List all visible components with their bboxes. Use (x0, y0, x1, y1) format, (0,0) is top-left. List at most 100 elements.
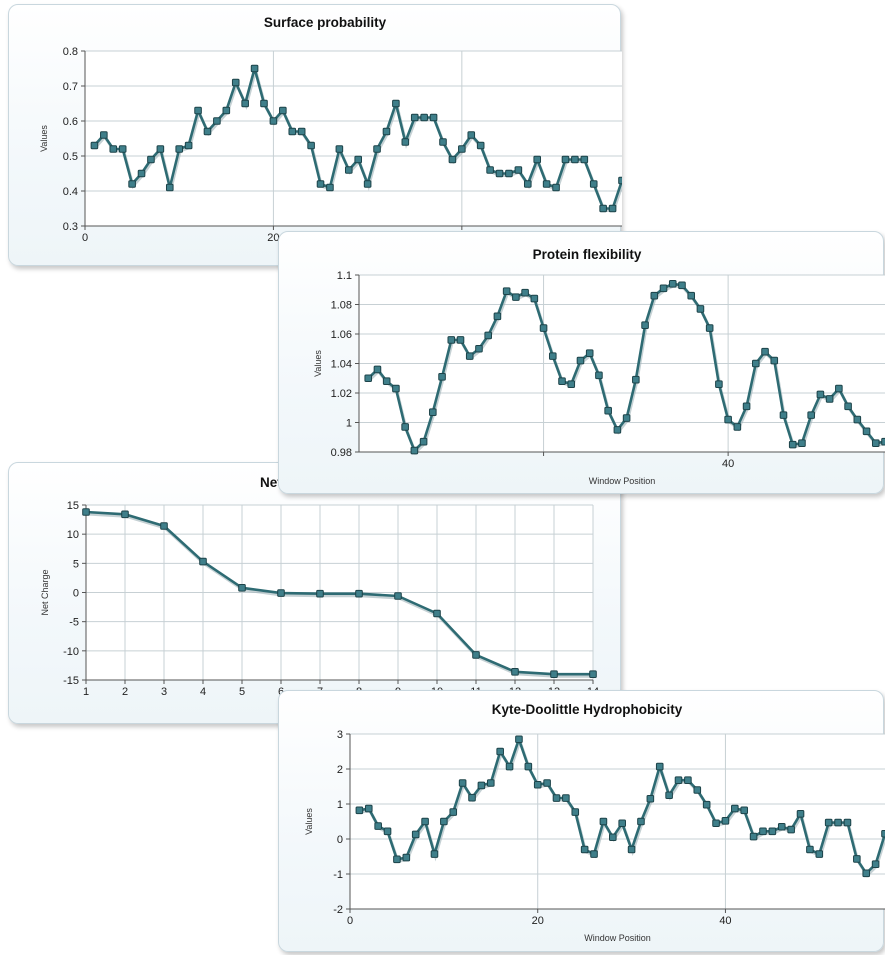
data-point (552, 794, 561, 802)
y-tick-label: 1 (346, 418, 352, 430)
data-point (495, 169, 504, 178)
y-tick-label: 0.6 (63, 116, 78, 128)
data-point (165, 183, 174, 192)
data-point (580, 155, 589, 164)
data-point (608, 204, 617, 213)
data-point (476, 141, 485, 150)
y-tick-label: 1.04 (331, 359, 352, 371)
y-tick-label: -1 (333, 869, 343, 881)
y-axis-label: Values (304, 808, 314, 835)
data-point (447, 336, 456, 344)
data-point (871, 860, 880, 868)
data-point (590, 850, 598, 858)
data-point (199, 557, 207, 566)
data-point (798, 439, 806, 447)
x-tick-label: 40 (722, 458, 734, 470)
data-point (684, 776, 692, 785)
x-tick-label: 40 (719, 915, 731, 927)
y-tick-label: 15 (67, 500, 79, 512)
data-point (269, 117, 278, 125)
data-point (475, 344, 483, 353)
data-point (659, 284, 668, 293)
data-point (550, 670, 558, 678)
data-point (184, 141, 193, 150)
data-point (742, 402, 751, 411)
data-point (203, 127, 212, 136)
data-point (147, 155, 155, 164)
data-point (749, 832, 758, 841)
data-point (401, 423, 409, 431)
data-point (881, 437, 885, 446)
data-point (627, 845, 636, 854)
chart-card-surface: 0.30.40.50.60.70.802040Surface probabili… (8, 4, 622, 266)
x-tick-label: 5 (239, 686, 245, 698)
data-point (374, 822, 382, 830)
data-point (881, 829, 885, 838)
hydrophobicity-chart: -2 -1 0 1 2 3 0 20 40 Kyte-Doolittle Hydrophobici… (304, 702, 885, 943)
y-tick-label: 0 (337, 834, 343, 846)
data-point (382, 127, 391, 136)
data-point (260, 99, 268, 108)
data-point (552, 183, 560, 192)
data-point (394, 592, 402, 600)
plot-area (85, 51, 622, 226)
data-point (835, 384, 843, 393)
y-tick-label: 2 (337, 764, 343, 776)
y-tick-label: 10 (67, 529, 79, 541)
y-tick-label: 0.5 (63, 151, 78, 163)
data-point (770, 356, 779, 365)
data-point (393, 855, 401, 864)
data-point (502, 287, 511, 296)
data-point (567, 380, 576, 388)
data-point (344, 166, 353, 174)
data-point (618, 819, 626, 828)
data-point (721, 817, 730, 825)
data-point (156, 145, 165, 153)
y-tick-label: 0.8 (63, 46, 78, 58)
data-point (759, 827, 767, 836)
data-point (449, 808, 458, 816)
data-point (121, 510, 129, 519)
data-point (486, 166, 494, 174)
data-point (486, 779, 495, 787)
data-point (438, 372, 446, 381)
data-point (655, 762, 664, 771)
data-point (796, 810, 805, 818)
y-tick-label: 0.4 (63, 186, 78, 198)
data-point (779, 411, 788, 419)
data-point (118, 145, 127, 153)
data-point (585, 349, 594, 357)
data-point (693, 786, 702, 794)
data-point (562, 794, 570, 802)
data-point (558, 377, 566, 385)
data-point (715, 380, 723, 388)
data-point (521, 288, 529, 297)
data-point (632, 375, 640, 384)
net-charge-chart: -15-10-50510151234567891011121314Net cha… (40, 475, 599, 698)
x-tick-label: 2 (122, 686, 128, 698)
y-axis-label: Values (39, 125, 49, 152)
data-point (674, 776, 683, 785)
data-point (468, 793, 476, 802)
data-point (687, 291, 696, 300)
data-point (373, 365, 382, 374)
x-tick-label: 4 (200, 686, 206, 698)
data-point (355, 589, 363, 598)
data-point (843, 818, 852, 827)
data-point (844, 402, 852, 411)
data-point (373, 145, 381, 153)
y-tick-label: 1.08 (331, 300, 352, 312)
data-point (410, 446, 419, 455)
data-point (477, 781, 486, 790)
y-tick-label: 0 (73, 588, 79, 600)
data-point (533, 155, 542, 164)
data-point (788, 440, 797, 449)
data-point (539, 324, 548, 332)
data-point (514, 166, 523, 174)
data-point (696, 305, 705, 313)
data-point (731, 804, 739, 813)
data-point (511, 668, 519, 676)
data-point (806, 845, 814, 854)
protein-flexibility-chart: 0.98 1 1.02 1.04 1.06 1.08 1.1 40 Protein flexib… (313, 247, 885, 486)
plot-area (350, 734, 885, 909)
